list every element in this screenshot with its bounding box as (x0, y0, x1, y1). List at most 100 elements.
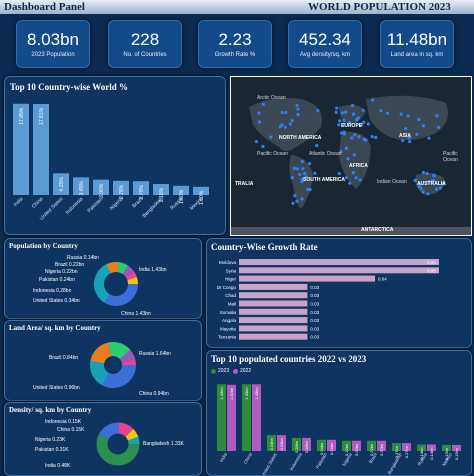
kpi-card-density[interactable]: 452.34 Avg density/sq. km (288, 20, 362, 68)
map-dot (334, 110, 338, 114)
bar (239, 325, 308, 332)
land-area-panel: Land Area/ sq. km by Country Brazil 0.84… (4, 320, 202, 401)
category-label: India (219, 452, 228, 463)
map-dot (358, 178, 362, 182)
bar-value-label: 0.24bn (329, 443, 334, 455)
map-dot (269, 135, 273, 139)
bar-value-label: 0.14bn (429, 447, 434, 459)
kpi-value: 2.23 (218, 30, 252, 49)
density-donut (96, 422, 140, 466)
kpi-card-land[interactable]: 11.48bn Land area in sq. km (380, 20, 454, 68)
map-dot (303, 171, 307, 176)
category-label: Pakistan (87, 196, 105, 214)
bar-value-label: 0.24bn (319, 443, 324, 455)
map-dots (254, 98, 445, 205)
category-label: United States (260, 451, 278, 475)
map-dot (344, 176, 348, 180)
bar (13, 103, 29, 195)
bar (252, 384, 261, 451)
growth-rate-chart: Moldova 0.05 Syria 0.05 Niger 0.04 Dr Congo 0.0… (217, 259, 439, 340)
kpi-label: 2023 Population (31, 52, 75, 58)
bar-value-label: 3.00% (99, 183, 105, 198)
bar (239, 292, 308, 299)
bar-value-label: 0.22bn (344, 444, 349, 456)
population-by-country-panel: Population by Country Russia 0.14bn Braz… (4, 238, 202, 319)
donut-label: Pakistan 0.31K (35, 447, 69, 453)
map-dot (261, 102, 265, 106)
bar-value-label: 1.43bn (254, 387, 259, 399)
category-label: Dr Congo (217, 285, 237, 290)
map-dot (315, 144, 319, 148)
map-dot (421, 124, 425, 128)
bar (377, 440, 386, 451)
map-dot (304, 175, 308, 179)
bar (452, 444, 461, 451)
map-dot (441, 181, 445, 185)
antarctica-shape (231, 227, 471, 235)
map-dot (417, 117, 421, 122)
bar-value-label: 0.03 (310, 285, 319, 290)
map-dot (296, 167, 300, 171)
map-dot (353, 133, 357, 137)
map-dot (290, 118, 294, 123)
category-label: China (31, 196, 45, 210)
map-dot (434, 187, 439, 191)
map-dot (354, 176, 358, 180)
bar-value-label: 2.15% (159, 187, 165, 202)
kpi-card-population[interactable]: 8.03bn 2023 Population (16, 20, 90, 68)
map-dot (355, 117, 359, 121)
population-donut (94, 262, 138, 306)
kpi-label: Land area in sq. km (390, 52, 444, 58)
map-dot (288, 122, 292, 126)
bar-value-label: 0.05 (427, 260, 436, 265)
legend-swatch-2022 (233, 369, 238, 374)
bar (93, 179, 109, 195)
bar (113, 180, 129, 195)
bar (239, 283, 308, 290)
donut-label: India 1.43bn (139, 267, 167, 273)
world-map[interactable]: Arctic Ocean NORTH AMERICA EUROPE ASIA P… (230, 76, 472, 236)
map-label: Atlantic Ocean (309, 151, 342, 157)
category-label: Syria (226, 268, 237, 273)
map-label: SOUTH AMERICA (303, 177, 346, 183)
bar (239, 259, 439, 265)
map-dot (430, 179, 434, 183)
map-dot (296, 113, 300, 117)
map-dot (370, 135, 374, 139)
bar (239, 317, 308, 324)
map-label: Pacific Ocean (443, 151, 458, 163)
map-dot (300, 197, 304, 201)
map-dot (346, 157, 350, 161)
legend-swatch-2023 (211, 369, 216, 374)
map-dot (379, 109, 383, 113)
map-dot (339, 149, 343, 154)
bar-value-label: 0.03 (310, 318, 319, 323)
map-dot (427, 180, 431, 184)
bar-value-label: 1.42bn (229, 388, 234, 400)
land-area-donut (90, 342, 136, 388)
map-dot (306, 187, 310, 191)
map-dot (361, 108, 365, 112)
bar (352, 440, 361, 451)
bar (417, 444, 426, 451)
asia-shape (366, 95, 449, 141)
bar (239, 308, 308, 315)
bar-value-label: 17.81% (39, 107, 45, 125)
bar-value-label: 0.03 (310, 326, 319, 331)
map-dot (290, 176, 294, 180)
bar-value-label: 2.70% (139, 185, 145, 200)
map-dot (316, 108, 320, 113)
map-label: EUROPE (341, 123, 363, 129)
bar-value-label: 0.22bn (369, 444, 374, 456)
bar-value-label: 0.03 (310, 310, 319, 315)
map-dot (298, 172, 302, 177)
donut-label: Russia 1.64bn (139, 351, 171, 357)
map-dot (348, 120, 352, 125)
kpi-card-growth[interactable]: 2.23 Growth Rate % (198, 20, 272, 68)
map-dot (415, 132, 419, 136)
bar (73, 177, 89, 195)
map-dot (344, 146, 348, 150)
map-dot (407, 136, 411, 140)
top10-world-panel: Top 10 Country-wise World % 17.85% India 1… (4, 76, 226, 235)
kpi-card-countries[interactable]: 228 No. of Countries (108, 20, 182, 68)
